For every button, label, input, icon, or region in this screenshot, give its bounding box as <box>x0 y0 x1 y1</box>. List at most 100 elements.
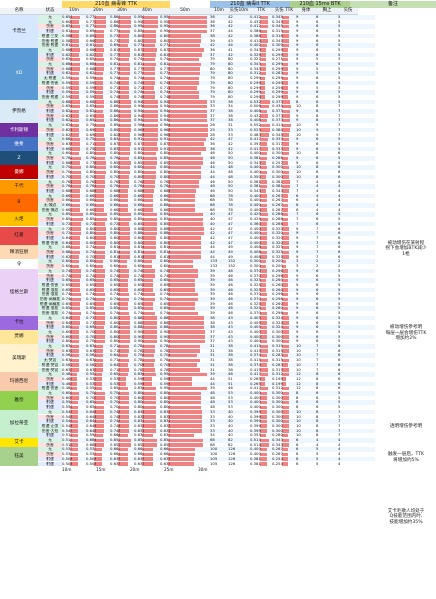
status-cell: 伤害 <box>38 348 62 354</box>
metric-value: 0.296 <box>272 292 283 297</box>
ttk-value: 0.800 <box>134 395 144 400</box>
ttk-value: 0.651 <box>62 24 72 29</box>
ttk-value: 0.779 <box>110 52 120 57</box>
ttk-bar <box>142 189 154 193</box>
metric-value: 0.415 <box>250 367 261 372</box>
ttk-bar <box>168 274 199 278</box>
ttk-bar <box>142 198 154 203</box>
ttk-value: 0.508 <box>86 461 96 466</box>
ttk-value: 0.857 <box>160 438 170 442</box>
metric-value: 48 <box>210 391 215 395</box>
ttk-value: 0.667 <box>160 193 170 198</box>
ttk-bar <box>94 137 106 142</box>
status-cell: 无 <box>38 179 62 185</box>
ttk-value: 0.857 <box>134 221 144 226</box>
ttk-value: 0.900 <box>160 334 170 339</box>
metric-value: 0.343 <box>272 188 283 193</box>
metric-value: 6 <box>296 461 299 466</box>
metric-value: 0.399 <box>250 419 261 424</box>
metric-value: 44 <box>210 245 215 250</box>
btk-bar <box>282 424 289 428</box>
metric-value: 0.296 <box>272 273 283 278</box>
ttk-bar <box>142 231 157 236</box>
ttk-value: 0.800 <box>86 240 96 245</box>
metric-value: 12 <box>296 386 301 391</box>
btk-bar <box>260 321 268 325</box>
group-label: 加拉蒂亚 <box>0 409 38 439</box>
table-row: 伤害·射速 0.587 0.660 0.733 0.807 0.807 39 43 0.410 0… <box>38 38 375 44</box>
table-row: 无 0.684 0.684 0.881 0.940 0.940 33 38 0.532 0.373… <box>38 99 375 105</box>
ttk-bar <box>168 363 198 367</box>
metric-value: 0.410 <box>250 38 261 43</box>
ttk-value: 0.714 <box>110 358 120 363</box>
ttk-bar <box>94 198 104 203</box>
ttk-bar <box>168 457 195 461</box>
status-cell: 无 <box>38 99 62 105</box>
metric-value: 5 <box>338 141 341 146</box>
ttk-value: 0.857 <box>160 217 170 222</box>
ttk-bar <box>70 43 80 48</box>
ttk-value: 0.761 <box>62 184 72 189</box>
metric-value: 126 <box>228 452 236 457</box>
ttk-value: 0.831 <box>134 428 144 433</box>
metric-value: 33 <box>210 419 215 424</box>
metric-value: 6 <box>338 358 341 363</box>
metric-value: 6 <box>316 15 319 19</box>
group-label: 卡利斯顿 <box>0 123 38 139</box>
table-row: 伤害·射速 0.617 0.617 0.694 0.771 0.771 42 44 0.402 0… <box>38 43 375 48</box>
ttk-bar <box>118 114 131 118</box>
ttk-value: 0.635 <box>110 461 120 466</box>
ttk-bar <box>142 100 158 104</box>
metric-value: 25 <box>210 127 215 132</box>
table-row: 无 0.651 0.777 0.863 0.950 0.950 36 42 0.412 0.345… <box>38 15 375 20</box>
metric-value: 5 <box>338 90 341 95</box>
metric-value: 8 <box>316 428 319 433</box>
metric-value: 7 <box>338 419 341 424</box>
ttk-bar <box>142 212 157 217</box>
metric-value: 38 <box>228 118 233 123</box>
ttk-bar <box>70 203 80 208</box>
metric-value: 0.343 <box>250 66 261 71</box>
metric-value: 50 <box>228 184 233 189</box>
ttk-bar <box>168 86 198 90</box>
metric-value: 5 <box>316 461 319 466</box>
ttk-bar <box>118 344 129 349</box>
metric-value: 0.525 <box>250 127 261 132</box>
metric-value: 0.300 <box>272 334 283 339</box>
metric-value: 46 <box>228 301 233 306</box>
metric-value: 49 <box>228 245 233 250</box>
ttk-bar <box>118 76 130 81</box>
ttk-bar <box>70 372 78 377</box>
btk-bar <box>282 67 289 71</box>
ttk-value: 0.600 <box>62 329 72 334</box>
btk-bar <box>282 353 289 358</box>
ttk-bar <box>142 396 156 400</box>
ttk-bar <box>70 396 79 400</box>
column-header: 状态 <box>38 8 62 15</box>
ttk-value: 0.750 <box>86 137 96 142</box>
ttk-value: 0.800 <box>86 235 96 240</box>
ttk-value: 0.650 <box>86 287 96 292</box>
ttk-bar <box>94 419 104 424</box>
ttk-bar <box>94 452 102 457</box>
ttk-value: 0.623 <box>62 52 72 57</box>
ttk-value: 0.800 <box>110 240 120 245</box>
ttk-bar <box>168 424 203 428</box>
ttk-value: 0.748 <box>110 423 120 428</box>
ttk-value: 0.596 <box>160 381 170 386</box>
metric-value: 6 <box>316 217 319 222</box>
ttk-value: 0.711 <box>160 85 170 90</box>
btk-bar <box>260 128 270 132</box>
ttk-value: 0.530 <box>86 381 96 386</box>
ttk-value: 0.746 <box>134 94 144 99</box>
metric-value: 8 <box>316 118 319 123</box>
ttk-bar <box>142 180 155 184</box>
ttk-bar <box>168 405 201 410</box>
metric-value: 0.300 <box>250 264 261 269</box>
ttk-bar <box>118 335 130 339</box>
ttk-value: 0.863 <box>110 24 120 29</box>
btk-bar <box>282 264 287 269</box>
metric-value: 0.300 <box>272 400 283 405</box>
status-cell: 射速·三发 <box>38 33 62 39</box>
